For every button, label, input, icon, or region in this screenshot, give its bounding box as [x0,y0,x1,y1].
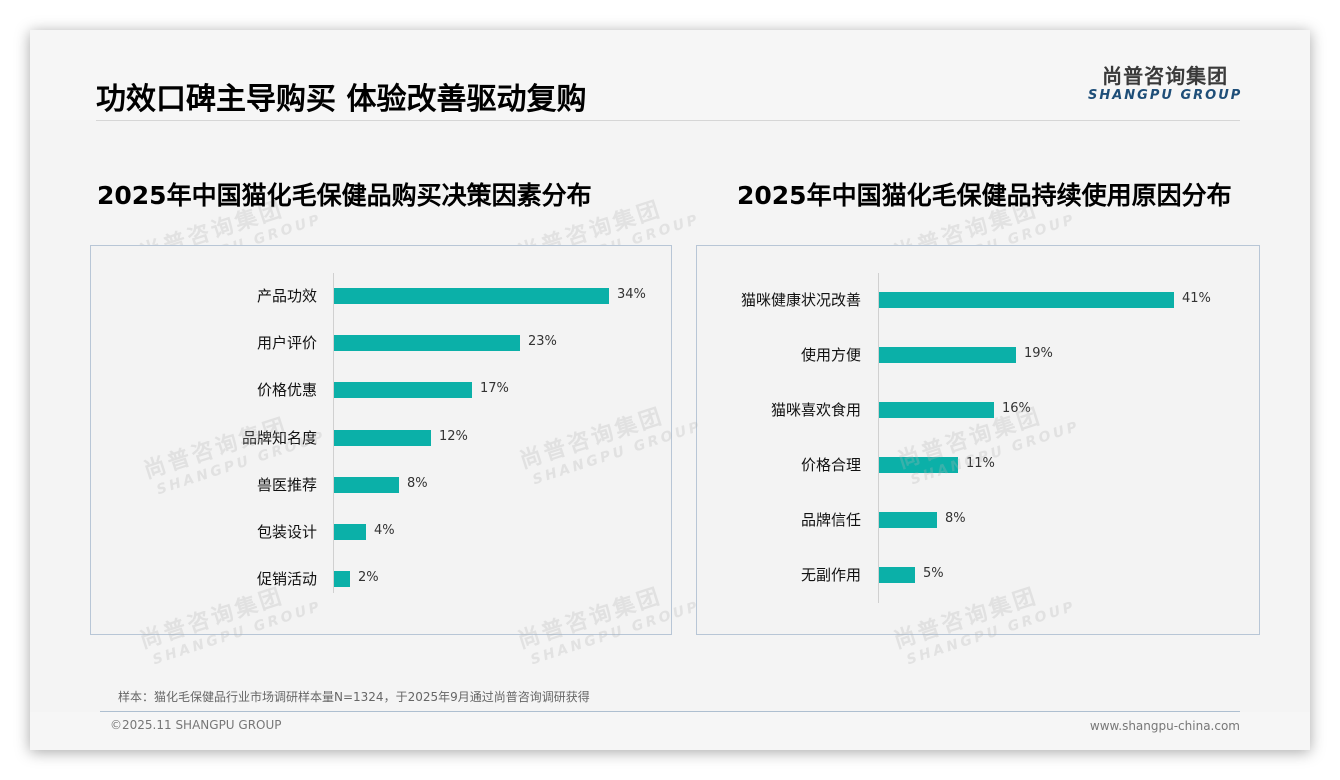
bar-row: 包装设计 4% [91,523,671,541]
value-label: 17% [480,381,509,397]
category-label: 包装设计 [256,523,317,541]
bar [879,567,915,583]
chart-continued-use-reasons: 猫咪健康状况改善 41% 使用方便 19% 猫咪喜欢食用 16% 价格合理 11% 品牌信任 8%… [696,245,1260,635]
bar [879,402,994,418]
bar-row: 品牌信任 8% [697,511,1259,529]
value-label: 8% [945,511,966,526]
category-label: 促销活动 [256,570,317,589]
category-label: 产品功效 [256,287,317,305]
bar-row: 用户评价 23% [91,334,671,353]
bar-row: 品牌知名度 12% [91,428,671,447]
bar [879,512,937,528]
bar-row: 使用方便 19% [697,346,1259,364]
bar [334,476,399,493]
bar [334,288,609,304]
value-label: 19% [1024,346,1053,361]
copyright-text: ©2025.11 SHANGPU GROUP [110,718,282,732]
bar-row: 产品功效 34% [91,287,671,305]
category-label: 品牌知名度 [241,428,317,447]
value-label: 34% [617,287,646,302]
slide: 功效口碑主导购买 体验改善驱动复购 尚普咨询集团 SHANGPU GROUP 尚… [30,30,1310,750]
footer-divider [100,711,1240,712]
bar [334,382,472,399]
sample-note: 样本：猫化毛保健品行业市场调研样本量N=1324，于2025年9月通过尚普咨询调… [118,690,590,704]
header-band [30,30,1310,120]
category-label: 价格合理 [800,456,861,474]
category-label: 兽医推荐 [256,475,317,494]
bar [334,335,520,352]
value-label: 11% [966,456,995,471]
bar [879,457,958,473]
category-label: 猫咪喜欢食用 [770,401,861,419]
category-label: 品牌信任 [800,511,861,529]
value-label: 16% [1002,401,1031,416]
value-label: 2% [358,570,379,586]
value-label: 8% [407,475,428,491]
bar-row: 促销活动 2% [91,570,671,589]
value-label: 4% [374,523,395,538]
bar [879,347,1016,363]
category-label: 价格优惠 [256,381,317,400]
bar-row: 无副作用 5% [697,566,1259,584]
value-label: 23% [528,334,557,350]
footer-band [30,712,1310,750]
category-label: 猫咪健康状况改善 [740,291,861,309]
bar [334,429,431,446]
bar-row: 价格优惠 17% [91,381,671,400]
y-axis-line [878,273,879,603]
title-divider [96,120,1240,121]
bar-row: 兽医推荐 8% [91,475,671,494]
bar-row: 猫咪喜欢食用 16% [697,401,1259,419]
bar-row: 猫咪健康状况改善 41% [697,291,1259,309]
category-label: 用户评价 [256,334,317,353]
category-label: 无副作用 [800,566,861,584]
company-logo: 尚普咨询集团 SHANGPU GROUP [1088,64,1242,104]
logo-en-text: SHANGPU GROUP [1088,88,1243,103]
page-title: 功效口碑主导购买 体验改善驱动复购 [96,82,587,117]
logo-cn-text: 尚普咨询集团 [1102,64,1229,88]
bar [334,571,350,588]
value-label: 5% [923,566,944,581]
bar [879,292,1174,308]
chart-title-continued-use-reasons: 2025年中国猫化毛保健品持续使用原因分布 [737,181,1232,210]
chart-title-purchase-factors: 2025年中国猫化毛保健品购买决策因素分布 [97,181,592,210]
y-axis-line [333,273,334,593]
value-label: 41% [1182,291,1211,306]
category-label: 使用方便 [800,346,861,364]
bar [334,524,366,540]
value-label: 12% [439,428,468,444]
bar-row: 价格合理 11% [697,456,1259,474]
website-link[interactable]: www.shangpu-china.com [1089,719,1240,733]
chart-purchase-factors: 产品功效 34% 用户评价 23% 价格优惠 17% 品牌知名度 12% 兽医推荐 8% 包装设计 4… [90,245,672,635]
